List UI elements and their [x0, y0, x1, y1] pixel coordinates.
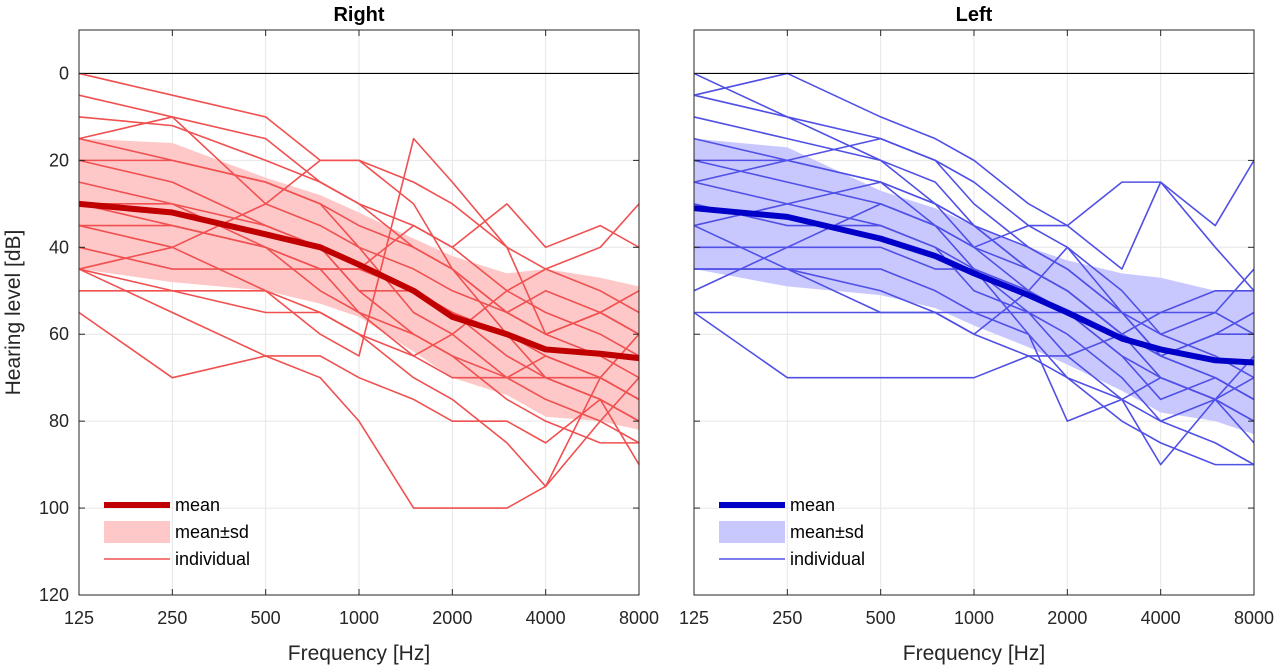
chart-right-individual-line-11: [79, 289, 640, 488]
chart-left-x-tick-label-4: 2000: [1047, 608, 1087, 628]
chart-left-mean-line: [693, 205, 1255, 366]
left-ear-panel: 125 250 500 1000 2000 4000 8000 Left Frequency […: [679, 4, 1274, 665]
chart-left-x-axis-label: Frequency [Hz]: [903, 642, 1045, 665]
chart-left-individual-line-13: [694, 246, 1255, 336]
chart-left-x-tick-label-1: 250: [772, 608, 802, 628]
chart-left-x-tick-label-5: 4000: [1141, 608, 1181, 628]
chart-left-legend-label-1: mean±sd: [790, 522, 864, 542]
chart-right-y-tick-label-1: 20: [49, 150, 69, 170]
chart-right-individual-line-10: [78, 159, 640, 466]
chart-right-sd-band: [79, 138, 639, 430]
chart-right-x-tick-label-6: 8000: [619, 608, 659, 628]
chart-left-individual-line-1: [693, 72, 1255, 270]
chart-left-individual-line-11: [693, 203, 1255, 422]
chart-right-legend: mean mean±sd individual: [104, 495, 250, 569]
chart-right-y-tick-label-3: 60: [49, 324, 69, 344]
chart-left-sd-band: [694, 138, 1254, 435]
chart-right-x-axis-label: Frequency [Hz]: [288, 642, 430, 665]
chart-right-legend-label-0: mean: [175, 495, 220, 515]
chart-right-individual-line-14: [78, 268, 640, 444]
chart-right-individual-line-13: [78, 311, 640, 509]
chart-left-individual-line-17: [694, 159, 1254, 357]
chart-right-x-tick-label-2: 500: [251, 608, 281, 628]
chart-left-x-tick-label-3: 1000: [954, 608, 994, 628]
chart-right-y-tick-label-0: 0: [59, 63, 69, 83]
chart-right-x-tick-label-5: 4000: [526, 608, 566, 628]
chart-right-y-tick-label-2: 40: [49, 237, 69, 257]
chart-right-title: Right: [333, 4, 384, 26]
chart-left-x-tick-label-6: 8000: [1234, 608, 1274, 628]
chart-left-title: Left: [956, 4, 993, 26]
chart-left-legend-label-2: individual: [790, 549, 865, 569]
chart-right-individual-line-9: [78, 268, 640, 401]
right-ear-panel: 125 250 500 1000 2000 4000 8000 0 20 40 60 80 100 120…: [2, 4, 659, 665]
chart-left-individual-line-16: [694, 289, 1254, 314]
chart-right-legend-band-swatch: [104, 521, 170, 543]
chart-left-individual-lines: [693, 72, 1255, 466]
chart-right-mean-line: [78, 200, 640, 362]
chart-right-tick-marks: [78, 30, 640, 596]
chart-left-legend: mean mean±sd individual: [719, 495, 865, 569]
chart-left-legend-label-0: mean: [790, 495, 835, 515]
chart-left-tick-marks: [693, 30, 1255, 596]
chart-left-individual-line-12: [693, 311, 1255, 379]
chart-right-legend-label-2: individual: [175, 549, 250, 569]
chart-right-y-tick-label-4: 80: [49, 411, 69, 431]
chart-left-x-tick-label-0: 125: [679, 608, 709, 628]
chart-right-x-tick-label-0: 125: [64, 608, 94, 628]
chart-right-individual-line-15: [78, 137, 640, 357]
chart-right-x-tick-label-1: 250: [157, 608, 187, 628]
chart-left-x-tick-label-2: 500: [866, 608, 896, 628]
chart-right-y-tick-label-5: 100: [39, 498, 69, 518]
chart-right-x-tick-label-4: 2000: [432, 608, 472, 628]
chart-right-individual-lines: [78, 72, 640, 509]
chart-right-legend-label-1: mean±sd: [175, 522, 249, 542]
chart-right-y-tick-label-6: 120: [39, 585, 69, 605]
chart-right-x-tick-label-3: 1000: [339, 608, 379, 628]
chart-right-individual-line-0: [78, 72, 640, 314]
chart-left-legend-band-swatch: [719, 521, 785, 543]
chart-right-individual-line-17: [78, 137, 640, 335]
chart-right-y-axis-label: Hearing level [dB]: [2, 230, 25, 396]
